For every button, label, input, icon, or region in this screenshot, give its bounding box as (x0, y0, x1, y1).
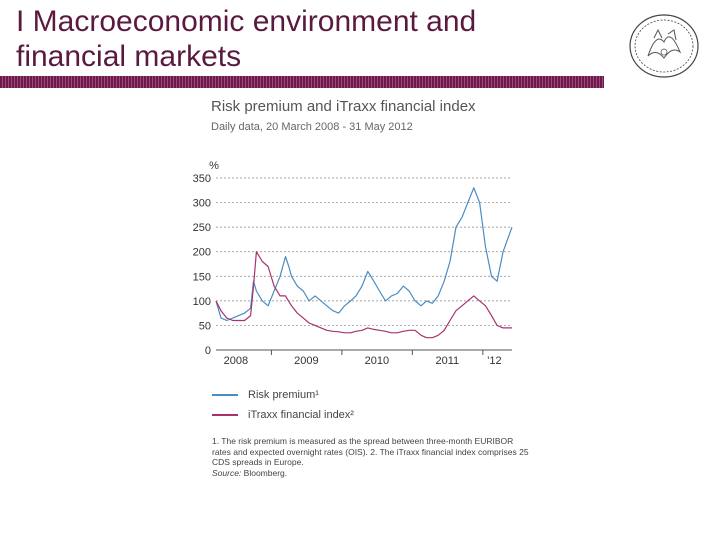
title-divider (0, 76, 604, 88)
x-tick-label: 2011 (435, 355, 459, 367)
chart-footnotes: 1. The risk premium is measured as the s… (212, 436, 530, 478)
y-tick-label: 350 (193, 173, 211, 185)
source-label: Source: (212, 467, 242, 478)
y-tick-label: 50 (199, 320, 211, 332)
chart-subtitle: Daily data, 20 March 2008 - 31 May 2012 (211, 121, 413, 133)
y-tick-label: 150 (193, 271, 211, 283)
y-tick-label: 300 (193, 198, 211, 210)
chart-title: Risk premium and iTraxx financial index (211, 98, 476, 115)
y-tick-label: 250 (193, 222, 211, 234)
x-tick-label: 2010 (365, 355, 389, 367)
footnote-text: 1. The risk premium is measured as the s… (212, 436, 529, 467)
legend-label-risk-premium: Risk premium¹ (248, 389, 319, 401)
y-tick-label: 200 (193, 247, 211, 259)
bank-seal-icon (629, 14, 699, 78)
series-line-itraxx (215, 251, 512, 339)
legend-label-itraxx: iTraxx financial index² (248, 409, 354, 421)
x-tick-label: 2009 (294, 355, 318, 367)
x-tick-label: 2008 (224, 355, 248, 367)
series-line-risk-premium (215, 187, 513, 322)
y-tick-label: 100 (193, 296, 211, 308)
x-tick-label: '12 (487, 355, 501, 367)
page-title: I Macroeconomic environment and financia… (16, 5, 477, 73)
legend-item-risk-premium: Risk premium¹ (212, 385, 354, 405)
y-axis-label: % (209, 160, 219, 172)
source-text: Bloomberg. (243, 467, 288, 478)
y-tick-label: 0 (205, 345, 211, 357)
legend-swatch-risk-premium (212, 394, 238, 396)
legend-swatch-itraxx (212, 414, 238, 416)
legend-item-itraxx: iTraxx financial index² (212, 405, 354, 425)
chart-legend: Risk premium¹ iTraxx financial index² (212, 385, 354, 425)
